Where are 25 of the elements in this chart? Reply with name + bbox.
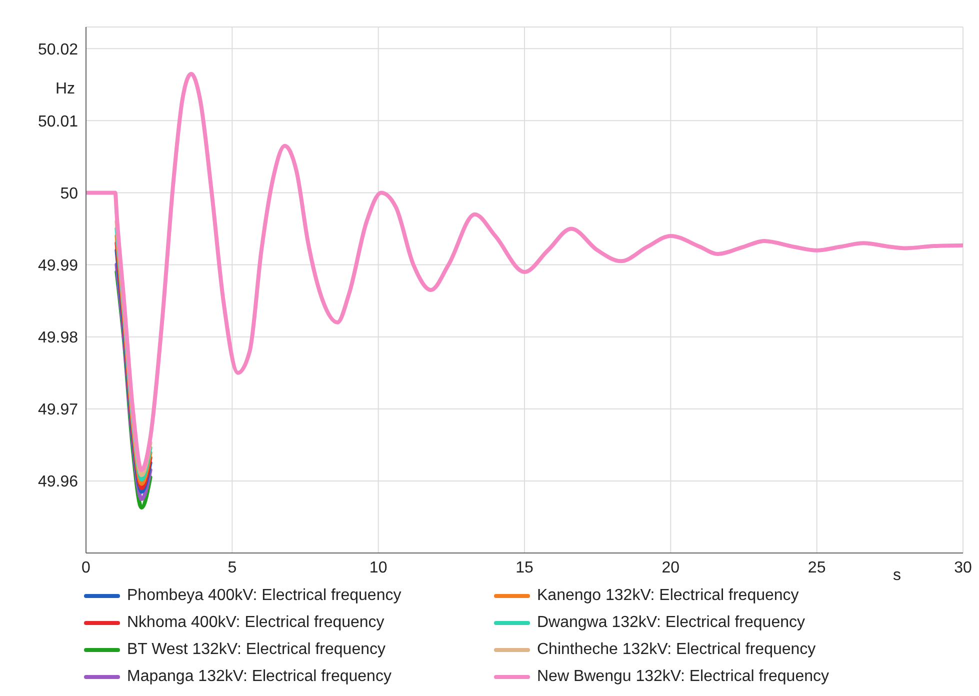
x-tick-label: 5	[228, 559, 237, 576]
legend-label: Dwangwa 132kV: Electrical frequency	[537, 614, 805, 632]
x-tick-label: 30	[954, 559, 972, 576]
x-tick-label: 15	[516, 559, 534, 576]
y-tick-label: 50	[60, 185, 78, 202]
y-tick-label: 49.99	[38, 257, 78, 274]
x-axis-title: s	[893, 567, 901, 584]
y-tick-label: 49.96	[38, 474, 78, 491]
y-axis-title: Hz	[55, 80, 75, 98]
legend-label: New Bwengu 132kV: Electrical frequency	[537, 668, 829, 686]
y-tick-label: 50.01	[38, 113, 78, 130]
line-series	[86, 72, 963, 472]
y-tick-label: 49.98	[38, 330, 78, 347]
legend-label: BT West 132kV: Electrical frequency	[127, 640, 386, 658]
x-tick-label: 0	[82, 559, 91, 576]
legend-label: Chintheche 132kV: Electrical frequency	[537, 640, 816, 658]
legend-label: Mapanga 132kV: Electrical frequency	[127, 668, 392, 686]
legend-label: Nkhoma 400kV: Electrical frequency	[127, 614, 384, 632]
y-tick-label: 50.02	[38, 41, 78, 58]
y-tick-label: 49.97	[38, 402, 78, 419]
x-tick-label: 25	[808, 559, 826, 576]
x-tick-label: 20	[662, 559, 680, 576]
legend-label: Phombeya 400kV: Electrical frequency	[127, 586, 402, 604]
legend-label: Kanengo 132kV: Electrical frequency	[537, 586, 799, 604]
x-tick-label: 10	[369, 559, 388, 576]
